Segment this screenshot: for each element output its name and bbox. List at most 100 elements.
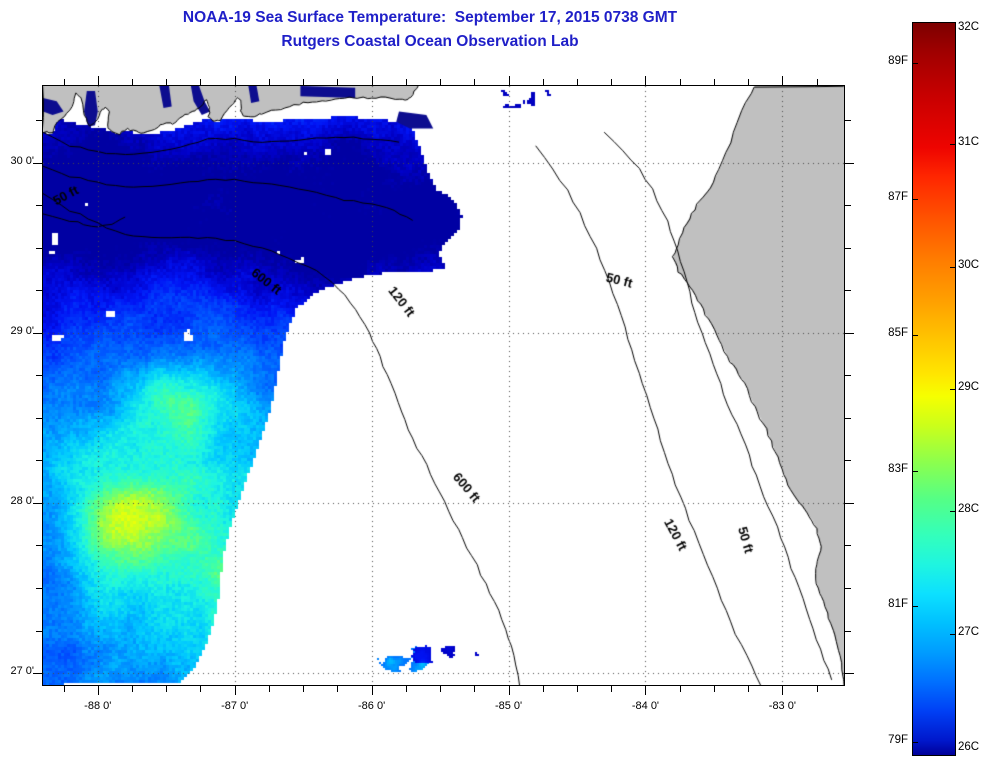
xtick-top xyxy=(269,79,270,85)
sst-heatmap-canvas xyxy=(43,86,844,685)
ytick-right xyxy=(845,163,854,164)
xtick-minor xyxy=(200,686,201,692)
colorbar-label-fahrenheit: 87F xyxy=(888,190,908,203)
ytick-minor xyxy=(36,205,42,206)
xtick-minor xyxy=(817,686,818,692)
x-axis-label: -83 0' xyxy=(768,700,796,712)
xtick-top xyxy=(611,79,612,85)
xtick-top xyxy=(440,79,441,85)
colorbar-tick-c xyxy=(950,389,956,390)
x-axis-label: -86 0' xyxy=(358,700,386,712)
page-subtitle: Rutgers Coastal Ocean Observation Lab xyxy=(281,33,579,50)
ytick-right xyxy=(845,588,851,589)
ytick-right xyxy=(845,460,851,461)
colorbar-label-fahrenheit: 79F xyxy=(888,734,908,747)
xtick-minor xyxy=(543,686,544,692)
colorbar-tick-f xyxy=(912,63,918,64)
ytick-minor xyxy=(36,588,42,589)
xtick-top xyxy=(200,79,201,85)
colorbar-label-celsius: 26C xyxy=(958,741,980,753)
colorbar-tick-f xyxy=(912,199,918,200)
xtick-minor xyxy=(680,686,681,692)
xtick-minor xyxy=(372,686,373,695)
xtick-top xyxy=(680,79,681,85)
xtick-minor xyxy=(235,686,236,695)
x-axis-label: -88 0' xyxy=(84,700,112,712)
sst-map-panel xyxy=(42,85,845,686)
y-axis-label: 28 0' xyxy=(10,494,34,507)
xtick-top xyxy=(782,76,783,85)
colorbar-label-celsius: 27C xyxy=(958,625,980,638)
xtick-minor xyxy=(782,686,783,695)
xtick-minor xyxy=(577,686,578,692)
ytick-minor xyxy=(36,418,42,419)
xtick-minor xyxy=(645,686,646,695)
ytick-right xyxy=(845,418,851,419)
colorbar-label-celsius: 32C xyxy=(958,21,980,33)
colorbar-tick-f xyxy=(912,335,918,336)
ytick-minor xyxy=(33,163,42,164)
ytick-minor xyxy=(36,120,42,121)
xtick-top xyxy=(372,76,373,85)
xtick-top xyxy=(132,79,133,85)
ytick-minor xyxy=(36,248,42,249)
xtick-top xyxy=(474,79,475,85)
colorbar-tick-f xyxy=(912,606,918,607)
y-axis-label: 27 0' xyxy=(10,665,34,678)
xtick-minor xyxy=(337,686,338,692)
xtick-minor xyxy=(714,686,715,692)
ytick-right xyxy=(845,673,854,674)
xtick-top xyxy=(714,79,715,85)
ytick-right xyxy=(845,545,851,546)
ytick-right xyxy=(845,503,854,504)
xtick-top xyxy=(748,79,749,85)
xtick-minor xyxy=(406,686,407,692)
xtick-top xyxy=(645,76,646,85)
colorbar-tick-c xyxy=(950,267,956,268)
xtick-top xyxy=(543,79,544,85)
ytick-minor xyxy=(36,290,42,291)
xtick-top xyxy=(98,76,99,85)
ytick-right xyxy=(845,205,851,206)
ytick-right xyxy=(845,375,851,376)
ytick-right xyxy=(845,248,851,249)
ytick-minor xyxy=(33,673,42,674)
xtick-minor xyxy=(748,686,749,692)
colorbar-label-fahrenheit: 89F xyxy=(888,54,908,67)
colorbar-label-fahrenheit: 83F xyxy=(888,462,908,475)
xtick-top xyxy=(303,79,304,85)
colorbar-label-celsius: 31C xyxy=(958,136,980,149)
xtick-minor xyxy=(132,686,133,692)
ytick-minor xyxy=(33,503,42,504)
xtick-top xyxy=(817,79,818,85)
ytick-minor xyxy=(36,631,42,632)
y-axis-label: 30 0' xyxy=(10,154,34,167)
ytick-right xyxy=(845,631,851,632)
xtick-top xyxy=(577,79,578,85)
x-axis-label: -85 0' xyxy=(494,700,523,712)
ytick-minor xyxy=(36,460,42,461)
colorbar-label-celsius: 28C xyxy=(958,503,980,516)
xtick-minor xyxy=(509,686,510,695)
ytick-right xyxy=(845,290,851,291)
ytick-right xyxy=(845,333,854,334)
xtick-top xyxy=(64,79,65,85)
xtick-top xyxy=(406,79,407,85)
x-axis-label: -84 0' xyxy=(631,700,660,712)
xtick-minor xyxy=(64,686,65,692)
ytick-minor xyxy=(36,545,42,546)
chart-title-block: NOAA-19 Sea Surface Temperature: Septemb… xyxy=(0,6,860,54)
colorbar-label-fahrenheit: 81F xyxy=(888,598,908,611)
colorbar-tick-c xyxy=(950,511,956,512)
page-title: NOAA-19 Sea Surface Temperature: Septemb… xyxy=(182,9,678,26)
xtick-minor xyxy=(269,686,270,692)
xtick-minor xyxy=(98,686,99,695)
xtick-minor xyxy=(611,686,612,692)
xtick-top xyxy=(509,76,510,85)
colorbar-label-celsius: 30C xyxy=(958,258,980,271)
colorbar-label-fahrenheit: 85F xyxy=(888,326,908,339)
ytick-minor xyxy=(36,375,42,376)
ytick-minor xyxy=(33,333,42,334)
xtick-top xyxy=(235,76,236,85)
xtick-top xyxy=(337,79,338,85)
